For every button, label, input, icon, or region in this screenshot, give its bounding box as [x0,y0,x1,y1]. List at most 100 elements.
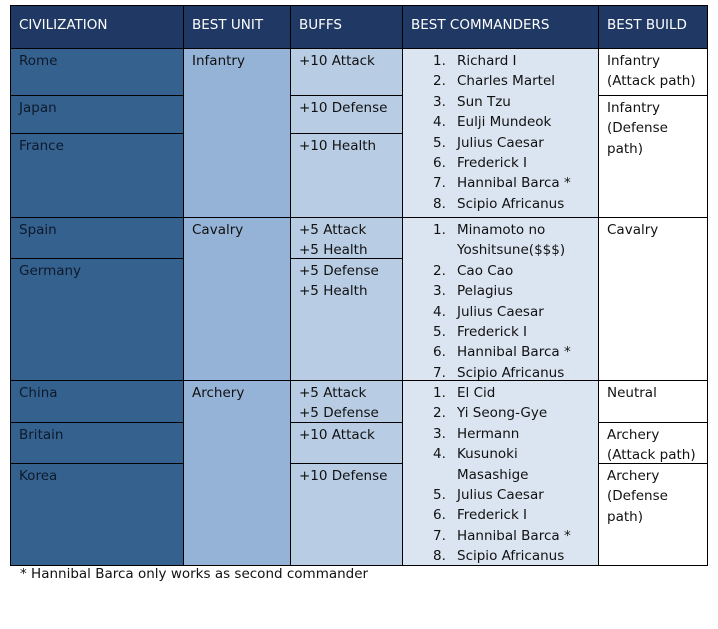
civilization-cell: France [10,133,184,218]
commander-number: 3. [433,425,446,442]
commander-name: Julius Caesar [457,134,544,151]
build-cell: Infantry (Attack path) [598,48,708,96]
commander-number: 4. [433,446,446,463]
buff: +5 Attack [299,385,367,401]
commander-number: 3. [433,283,446,300]
commander: 4. Eulji Mundeok [433,112,590,132]
commander-number: 3. [433,93,446,110]
buff: +5 Defense [299,263,379,279]
commander-name: Scipio Africanus [457,364,565,381]
commander-name: El Cid [457,385,496,401]
build-cell: Infantry (Defense path) [598,95,708,218]
civilization-cell: Japan [10,95,184,134]
commander: 3. Pelagius [433,281,590,301]
commander: 2. Yi Seong-Gye [433,403,590,423]
footnote: * Hannibal Barca only works as second co… [20,566,369,582]
commander: 5. Frederick I [433,322,590,342]
commander: 1. Minamoto no Yoshitsune($$$) [433,220,590,261]
commander-name: Frederick I [457,324,528,341]
commander-number: 6. [433,507,446,524]
commander-number: 8. [433,548,446,565]
commander: 8. Scipio Africanus [433,194,590,214]
build-cell: Archery (Attack path) [598,422,708,464]
buff-cell: +5 Defense +5 Health [290,258,403,381]
buff: +5 Defense [299,405,379,422]
header-build: BEST BUILD [598,5,708,49]
commander-number: 7. [433,175,446,192]
buff: +10 Defense [299,468,388,484]
commander-cell: 1. El Cid 2. Yi Seong-Gye 3. Hermann 4. Kusunok… [402,380,599,566]
commander: 4. Kusunoki Masashige [433,444,590,485]
commander: 2. Charles Martel [433,71,590,91]
buff: +5 Health [299,242,368,259]
commander-name: Julius Caesar [457,303,544,320]
civilization-cell: Rome [10,48,184,96]
commander: 6. Frederick I [433,505,590,525]
commander-number: 4. [433,114,446,131]
commander-name: Frederick I [457,155,528,172]
commander: 1. Richard I [433,51,590,71]
commander-number: 1. [433,53,446,69]
commander: 6. Frederick I [433,153,590,173]
commander-name: Richard I [457,53,517,69]
civilization-cell: Korea [10,463,184,566]
commander-number: 1. [433,385,446,401]
commander-name: Pelagius [457,283,513,300]
commander: 3. Hermann [433,424,590,444]
buff: +5 Health [299,283,368,300]
commander-name: Hermann [457,425,520,442]
commander-number: 2. [433,405,446,422]
commander: 7. Scipio Africanus [433,363,590,381]
buff-cell: +10 Health [290,133,403,218]
buff: +5 Attack [299,222,367,238]
build-cell: Cavalry [598,217,708,381]
header-buffs: BUFFS [290,5,403,49]
civilization-cell: Britain [10,422,184,464]
commander: 1. El Cid [433,383,590,403]
commander-name: Minamoto no Yoshitsune($$$) [457,222,566,259]
commander-name: Scipio Africanus [457,548,565,565]
commander: 7. Hannibal Barca * [433,173,590,193]
commander-number: 5. [433,324,446,341]
commander-name: Kusunoki Masashige [457,446,529,483]
buff-cell: +5 Attack +5 Defense [290,380,403,423]
commander: 2. Cao Cao [433,261,590,281]
commander-name: Yi Seong-Gye [457,405,548,422]
commander-name: Eulji Mundeok [457,114,552,131]
commander: 5. Julius Caesar [433,133,590,153]
commander-name: Hannibal Barca * [457,344,571,361]
commander-name: Sun Tzu [457,93,511,110]
commander-name: Hannibal Barca * [457,527,571,544]
build-cell: Archery (Defense path) [598,463,708,566]
commander-name: Scipio Africanus [457,195,565,212]
commander-number: 5. [433,487,446,504]
commander-name: Charles Martel [457,73,556,90]
civilization-cell: China [10,380,184,423]
buff-cell: +10 Defense [290,463,403,566]
commander-number: 4. [433,303,446,320]
buff: +10 Health [299,138,377,154]
commander-cell: 1. Richard I 2. Charles Martel 3. Sun Tzu 4. Eu… [402,48,599,218]
commander-number: 2. [433,73,446,90]
header-commanders: BEST COMMANDERS [402,5,599,49]
commander-name: Julius Caesar [457,487,544,504]
commander-number: 1. [433,222,446,238]
commander: 8. Scipio Africanus [433,546,590,565]
build-cell: Neutral [598,380,708,423]
commander: 4. Julius Caesar [433,302,590,322]
commander: 5. Julius Caesar [433,485,590,505]
commander-number: 8. [433,195,446,212]
buff: +10 Defense [299,100,388,116]
buff: +10 Attack [299,53,375,69]
header-unit: BEST UNIT [183,5,291,49]
commander-number: 5. [433,134,446,151]
header-civilization: CIVILIZATION [10,5,184,49]
unit-cell: Cavalry [183,217,291,381]
commander-name: Cao Cao [457,262,514,279]
buff-cell: +10 Defense [290,95,403,134]
commander-number: 7. [433,527,446,544]
commander-number: 6. [433,155,446,172]
commander-number: 2. [433,262,446,279]
unit-cell: Archery [183,380,291,566]
